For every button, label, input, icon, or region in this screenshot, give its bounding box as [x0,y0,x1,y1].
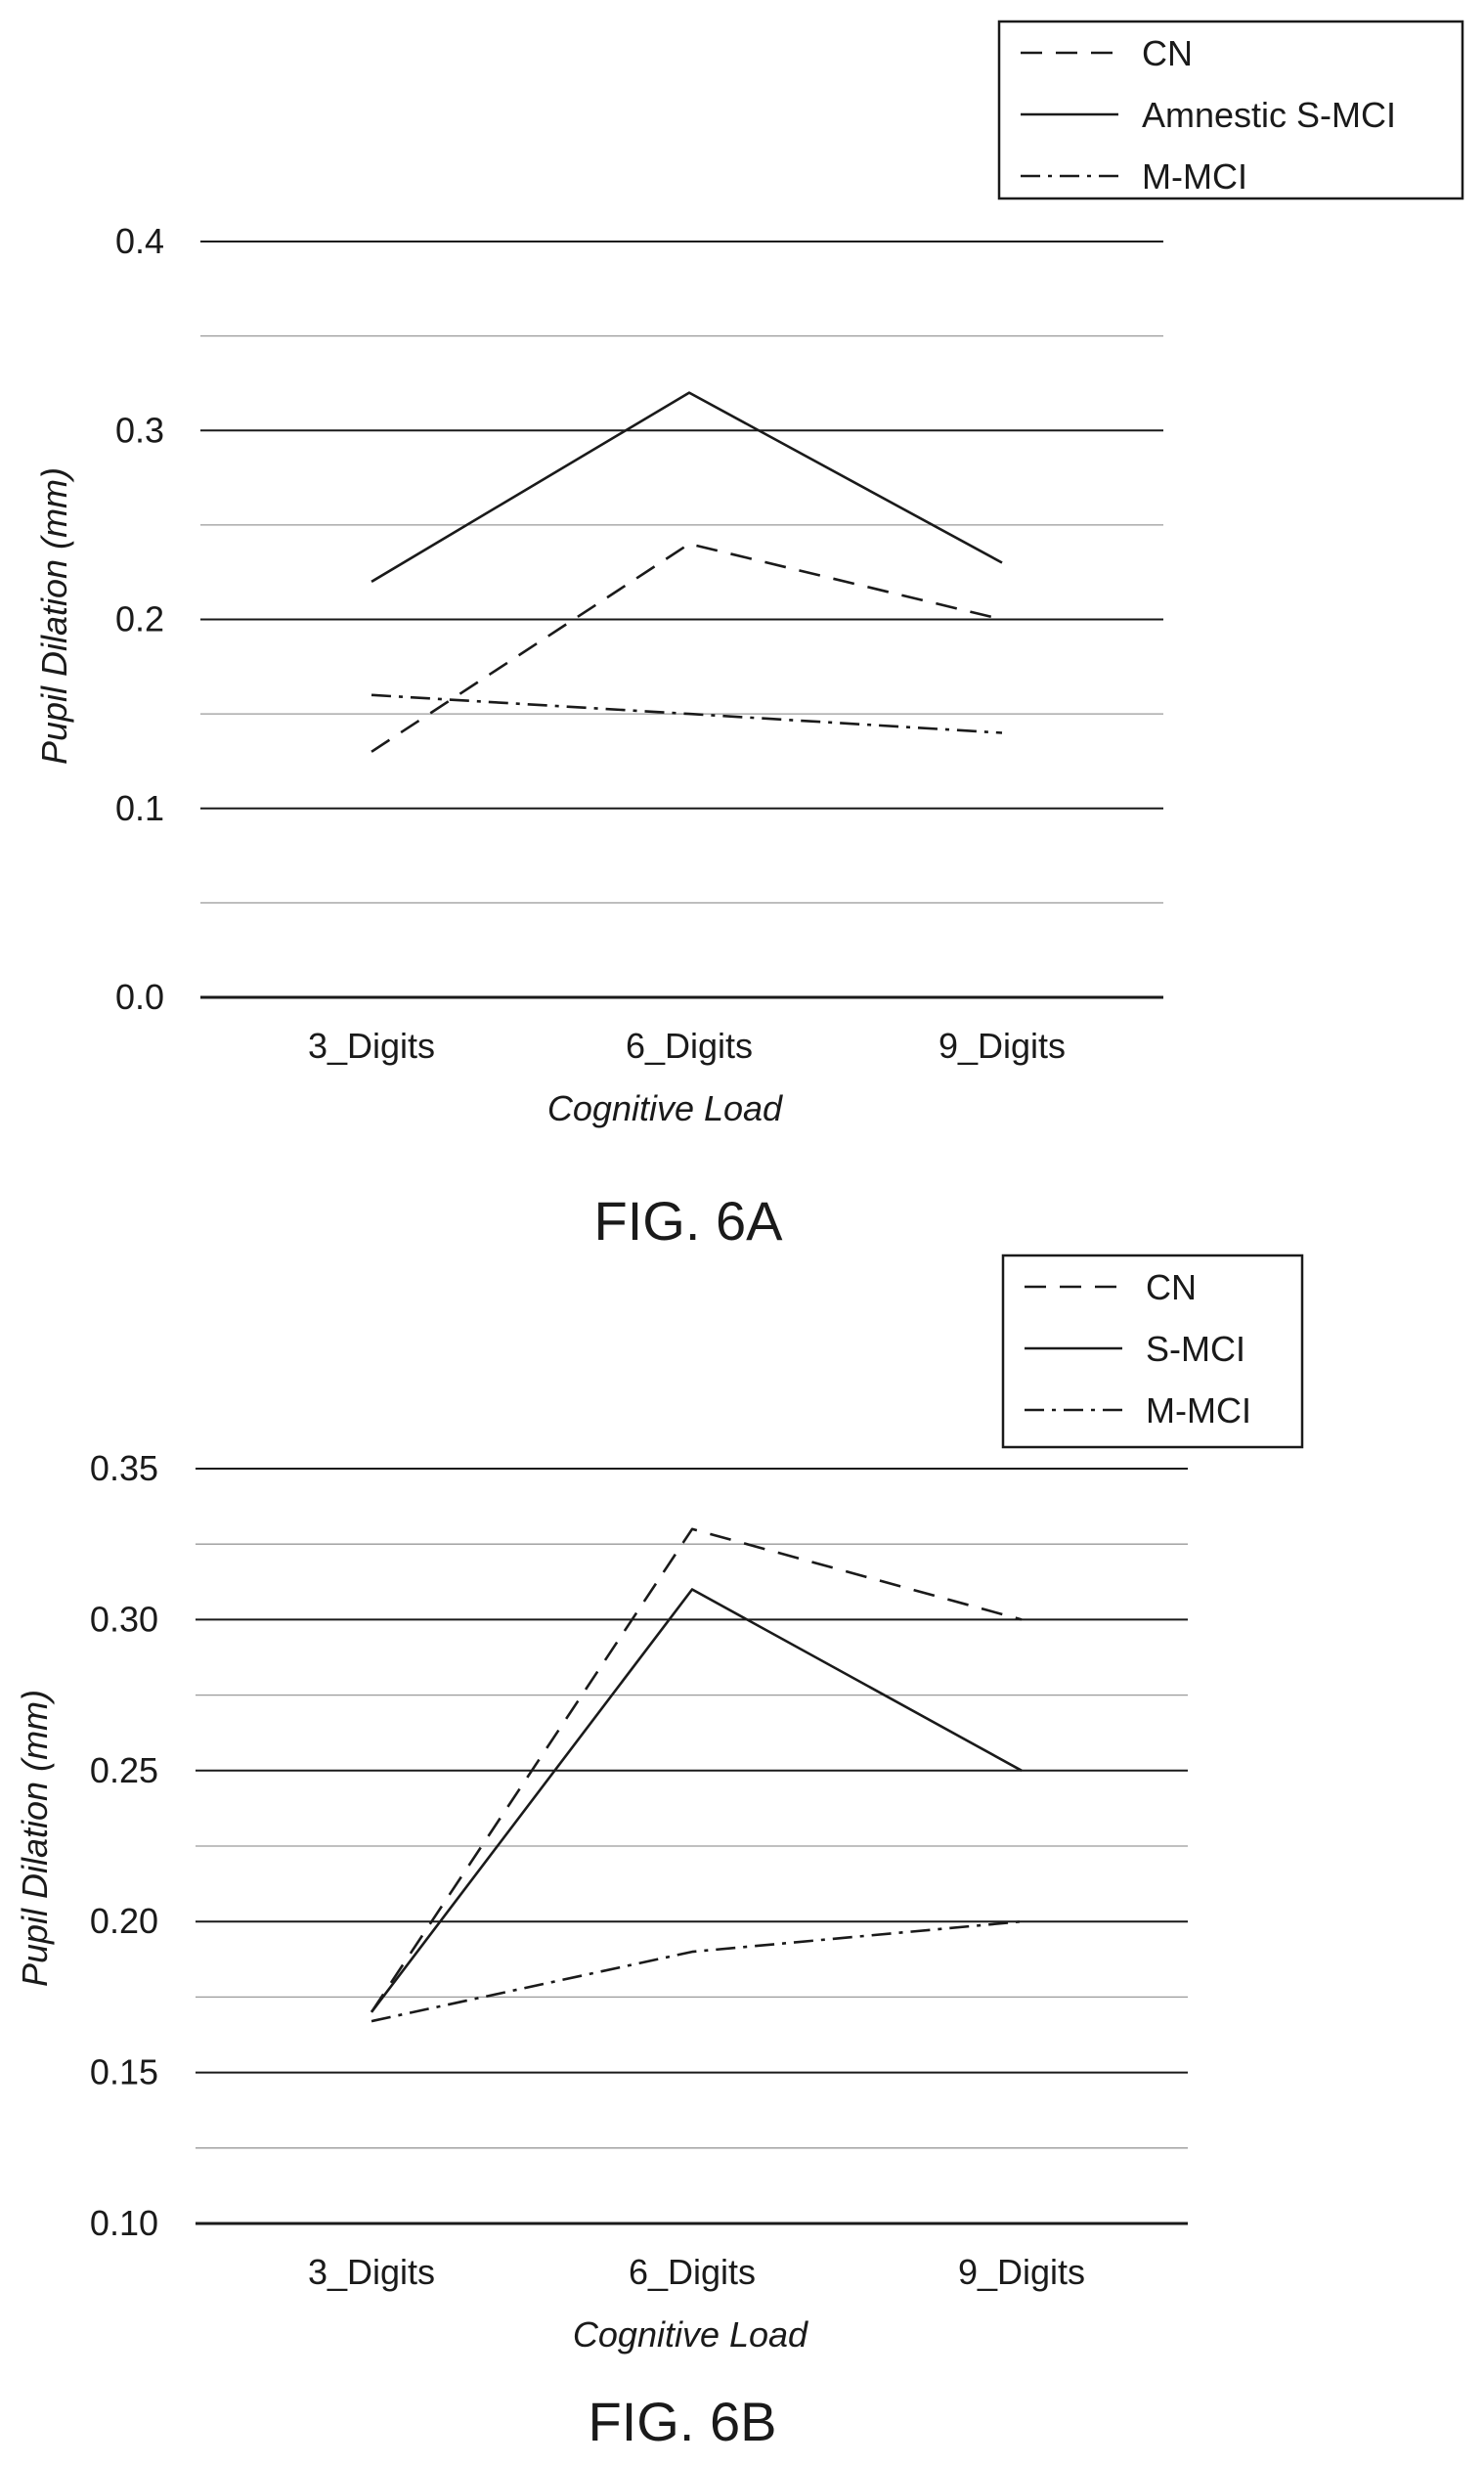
y-tick-label: 0.30 [90,1599,158,1639]
legend-label: S-MCI [1146,1329,1245,1369]
y-tick-labels: 0.10 0.15 0.20 0.25 0.30 0.35 [90,1448,158,2243]
y-tick-label: 0.0 [115,977,164,1017]
x-tick-labels: 3_Digits 6_Digits 9_Digits [308,1026,1066,1066]
y-tick-label: 0.1 [115,788,164,828]
series-line-cn [371,542,1003,753]
legend: CN S-MCI M-MCI [1001,1254,1304,1449]
series-line-amnestic-s-mci [371,391,1003,584]
y-tick-label: 0.3 [115,410,164,450]
series-line-cn [370,1527,1023,2013]
figure-caption: FIG. 6A [594,1190,784,1252]
series-line-m-mci [371,1919,1023,2023]
series-line-s-mci [370,1588,1023,2013]
x-tick-label: 9_Digits [938,1026,1066,1066]
series-lines [370,1527,1023,2023]
y-axis-title: Pupil Dilation (mm) [34,467,74,765]
series-line-m-mci [371,693,1003,734]
legend-label: CN [1146,1267,1197,1307]
legend-label: M-MCI [1142,156,1247,197]
x-axis-title: Cognitive Load [573,2314,808,2355]
y-tick-label: 0.35 [90,1448,158,1488]
legend-label: CN [1142,33,1193,73]
y-tick-label: 0.20 [90,1901,158,1941]
y-tick-label: 0.4 [115,221,164,261]
grid-lines [196,1468,1188,2225]
x-tick-label: 6_Digits [626,1026,753,1066]
y-tick-label: 0.25 [90,1750,158,1790]
legend-label: Amnestic S-MCI [1142,95,1396,135]
y-tick-labels: 0.0 0.1 0.2 0.3 0.4 [115,221,164,1017]
x-tick-label: 6_Digits [629,2252,756,2292]
legend-box [997,20,1464,200]
legend: CN Amnestic S-MCI M-MCI [997,20,1464,200]
x-tick-label: 3_Digits [308,1026,435,1066]
y-tick-label: 0.10 [90,2203,158,2243]
y-axis-title: Pupil Dilation (mm) [15,1690,55,1987]
legend-label: M-MCI [1146,1390,1251,1431]
x-tick-label: 3_Digits [308,2252,435,2292]
grid-lines [200,241,1163,999]
chart-fig-6b: 0.10 0.15 0.20 0.25 0.30 0.35 3_Digits 6_Digit… [15,1254,1304,2452]
x-tick-label: 9_Digits [958,2252,1085,2292]
y-tick-label: 0.15 [90,2052,158,2092]
series-lines [371,391,1003,753]
x-axis-title: Cognitive Load [547,1088,783,1128]
legend-box [1001,1254,1304,1449]
chart-fig-6a: 0.0 0.1 0.2 0.3 0.4 3_Digits 6_Digits 9_Digits… [34,20,1464,1252]
x-tick-labels: 3_Digits 6_Digits 9_Digits [308,2252,1085,2292]
figure-caption: FIG. 6B [589,2391,777,2452]
y-tick-label: 0.2 [115,599,164,639]
